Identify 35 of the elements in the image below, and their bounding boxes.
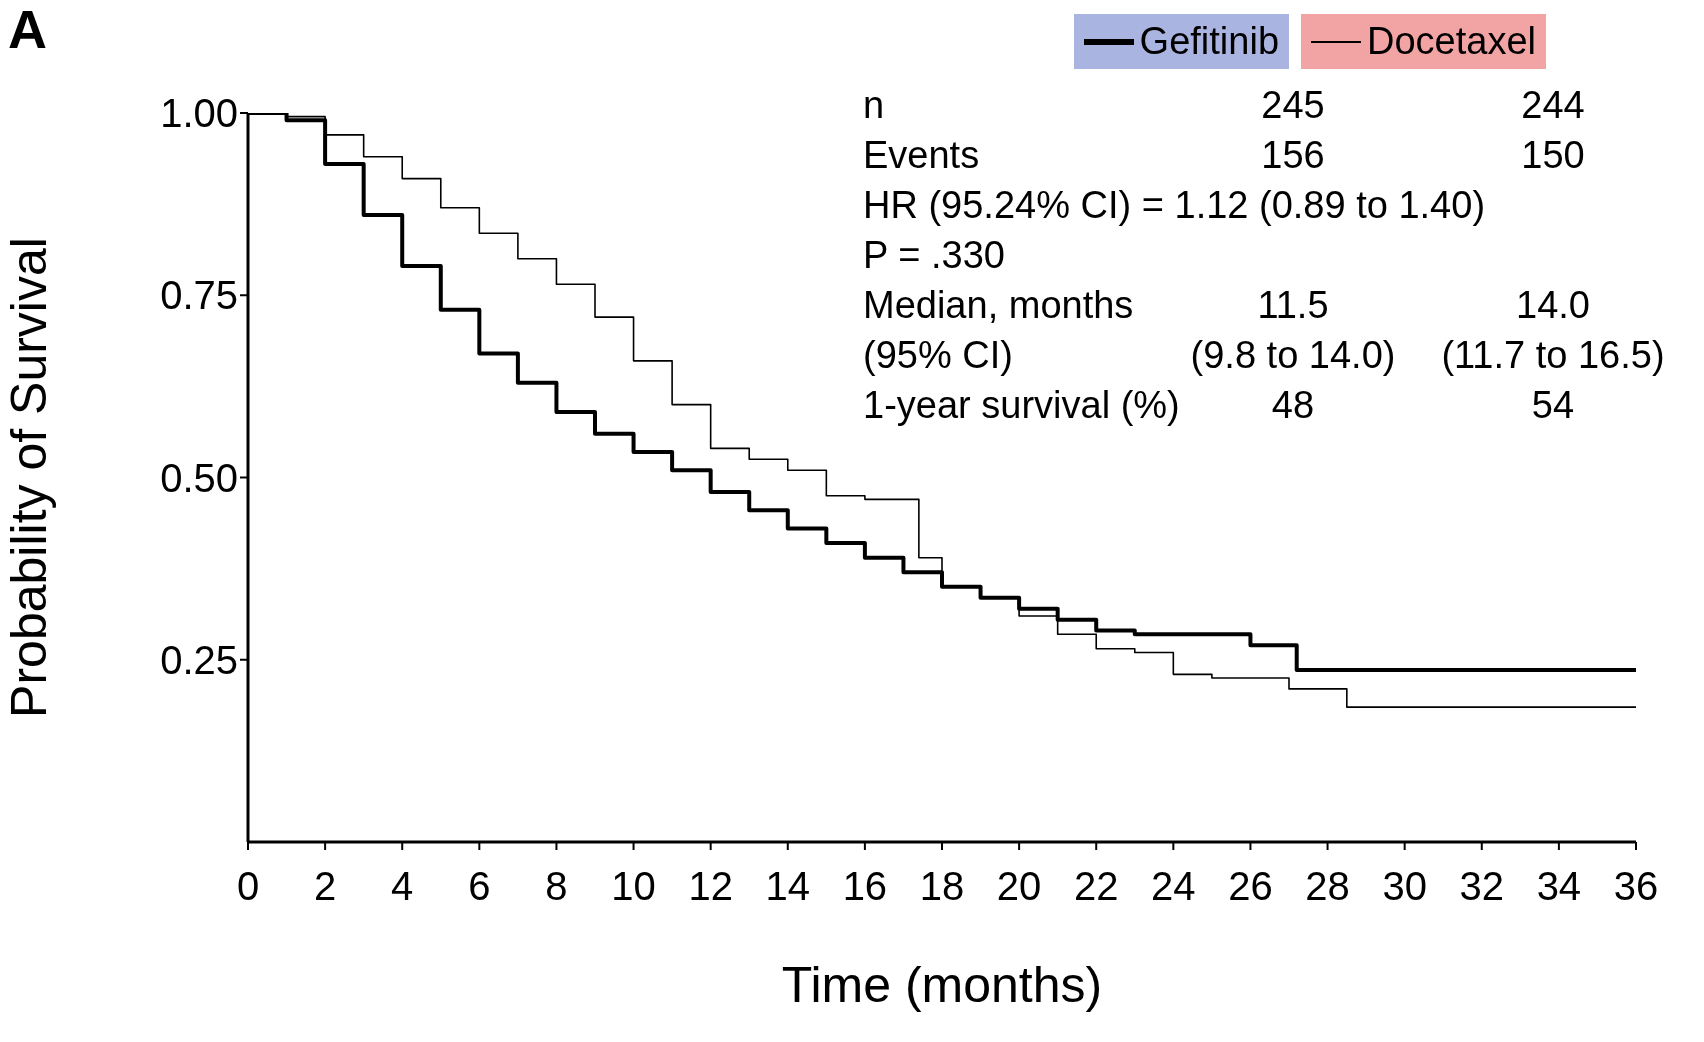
legend-label: Gefitinib — [1139, 20, 1280, 63]
x-axis-title: Time (months) — [781, 957, 1103, 1013]
text: n 245 244 — [863, 84, 1585, 126]
x-tick-label: 4 — [391, 864, 414, 909]
legend-label: Docetaxel — [1367, 20, 1536, 63]
x-tick-label: 6 — [468, 864, 491, 909]
y-tick-label: 0.50 — [160, 455, 238, 500]
x-tick-label: 30 — [1382, 864, 1427, 909]
annotation: HR (95.24% CI) = 1.12 (0.89 to 1.40) — [863, 183, 1487, 228]
x-tick-label: 26 — [1228, 864, 1273, 909]
x-tick-label: 24 — [1151, 864, 1196, 909]
y-tick-label: 0.25 — [160, 637, 238, 682]
x-tick-label: 12 — [688, 864, 733, 909]
text: Events 156 150 — [863, 134, 1585, 176]
x-tick-label: 0 — [236, 864, 260, 909]
x-tick-label: 14 — [765, 864, 811, 909]
chart-title: A — [8, 0, 47, 60]
x-tick-label: 28 — [1305, 864, 1350, 909]
y-tick-label: 1.00 — [160, 91, 238, 136]
x-tick-label: 10 — [611, 864, 656, 909]
x-tick-label: 32 — [1459, 864, 1505, 909]
text: 1-year survival (%) 48 54 — [863, 384, 1575, 426]
x-tick-label: 2 — [313, 864, 337, 909]
x-tick-label: 34 — [1536, 864, 1582, 909]
x-tick-label: 16 — [842, 864, 888, 909]
x-tick-label: 22 — [1073, 864, 1119, 909]
y-tick-label: 0.75 — [160, 273, 238, 318]
y-axis-title: Probability of Survival — [0, 237, 57, 718]
x-tick-label: 18 — [919, 864, 965, 909]
text: (95% CI) (9.8 to 14.0) (11.7 to 16.5) — [863, 334, 1665, 376]
annotation: P = .330 — [863, 233, 1006, 278]
x-tick-label: 36 — [1613, 864, 1659, 909]
x-tick-label: 8 — [545, 864, 568, 909]
text: Median, months 11.5 14.0 — [863, 284, 1590, 326]
x-tick-label: 20 — [996, 864, 1042, 909]
